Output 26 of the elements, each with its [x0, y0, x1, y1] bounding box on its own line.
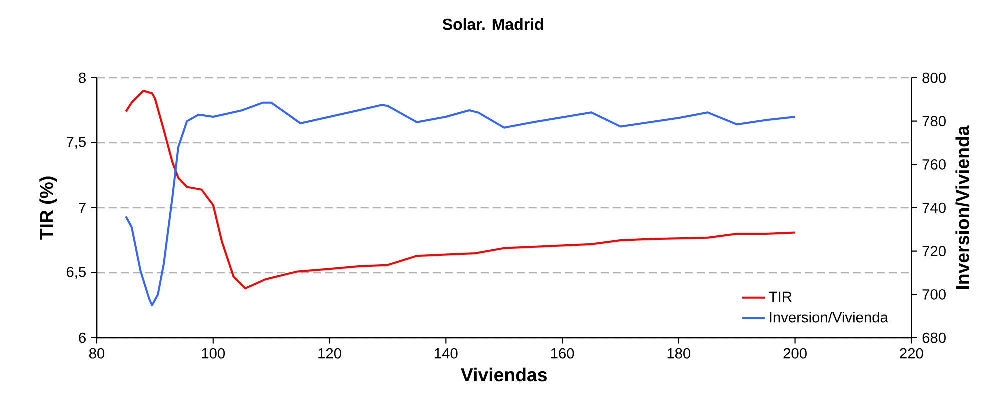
y-tick-label: 7: [79, 202, 86, 214]
x-tick-label: 140: [435, 348, 458, 359]
legend-label: Inversion/Vivienda: [770, 312, 888, 323]
y-tick-label: 7,5: [66, 137, 86, 149]
chart-title: Solar. Madrid: [442, 18, 544, 30]
y2-tick-label: 720: [922, 246, 946, 257]
x-tick-label: 180: [668, 348, 691, 359]
x-tick-label: 80: [89, 348, 105, 359]
y2-tick-label: 800: [922, 72, 946, 84]
x-tick-label: 100: [202, 348, 226, 359]
y2-tick-label: 700: [922, 289, 946, 300]
y2-axis-title: Inversion/Vivienda: [956, 126, 970, 290]
x-tick-label: 220: [900, 348, 924, 359]
x-axis-title: Viviendas: [461, 368, 547, 382]
y-tick-label: 6: [79, 332, 86, 344]
y2-tick-label: 680: [922, 332, 946, 344]
y-axis-title: TIR (%): [40, 176, 58, 240]
x-tick-label: 160: [551, 348, 574, 359]
y2-tick-label: 780: [922, 116, 946, 127]
y-tick-label: 8: [79, 72, 86, 84]
y2-tick-label: 740: [922, 202, 946, 214]
x-tick-label: 120: [318, 348, 342, 359]
x-tick-label: 200: [784, 348, 807, 359]
legend-label: TIR: [769, 292, 792, 302]
y2-tick-label: 760: [922, 159, 946, 170]
y-tick-label: 6,5: [66, 266, 86, 280]
